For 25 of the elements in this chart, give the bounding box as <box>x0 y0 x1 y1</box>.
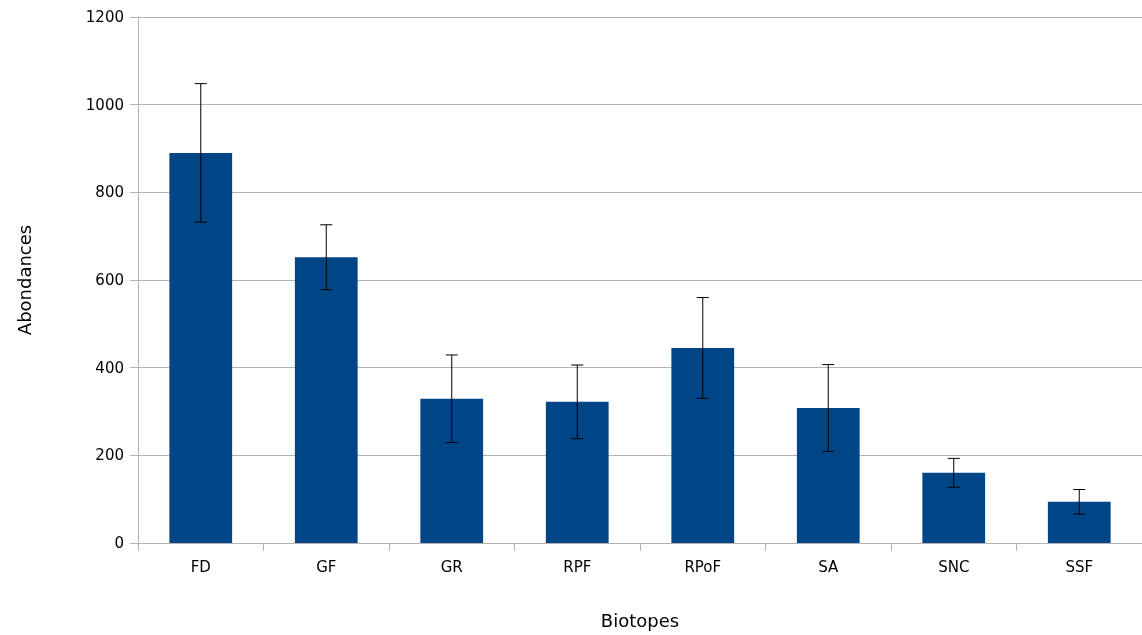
bar <box>671 347 735 543</box>
y-tick-label: 1000 <box>85 95 124 114</box>
x-axis-title: Biotopes <box>600 609 680 631</box>
x-tick-label: GR <box>440 557 463 576</box>
y-axis-title: Abondances <box>13 224 35 336</box>
bar <box>294 257 358 543</box>
y-tick-label: 200 <box>95 446 124 465</box>
x-tick-label: GF <box>316 557 337 576</box>
bar <box>545 401 609 543</box>
x-tick-label: SSF <box>1065 557 1094 576</box>
bar <box>1047 501 1111 543</box>
bar <box>922 472 986 543</box>
bar <box>169 152 233 543</box>
y-tick-label: 1200 <box>85 8 124 26</box>
y-tick-label: 400 <box>95 358 124 377</box>
y-tick-label: 600 <box>95 271 124 289</box>
y-tick-label: 800 <box>95 183 124 202</box>
x-tick-label: SA <box>818 557 840 576</box>
x-tick-label: SNC <box>938 557 970 576</box>
x-tick-label: RPoF <box>684 557 722 576</box>
x-tick-label: FD <box>190 557 211 576</box>
y-tick-label: 0 <box>114 534 124 552</box>
x-tick-label: RPF <box>563 557 592 576</box>
bar <box>420 398 484 543</box>
bar <box>796 407 860 543</box>
